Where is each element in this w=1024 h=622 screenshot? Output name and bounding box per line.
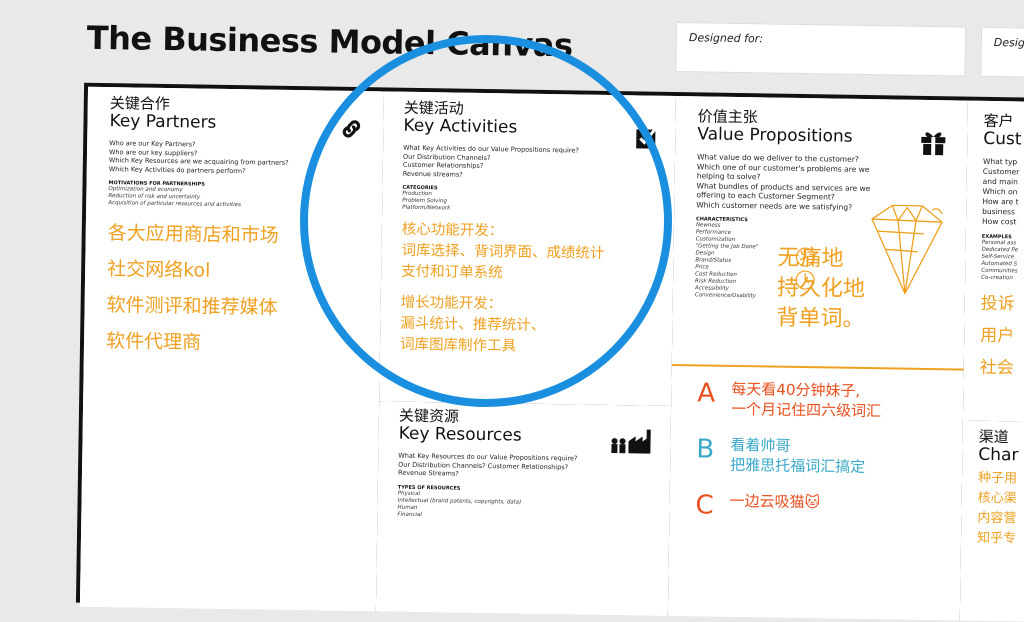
canvas-sheet: The Business Model Canvas Designed for: … xyxy=(75,18,1024,622)
question: How cost xyxy=(981,216,1017,227)
channels-en: Char xyxy=(978,444,1019,466)
handwritten-note: 软件测评和推荐媒体 xyxy=(106,294,278,319)
handwritten-note: 核心渠 xyxy=(977,490,1017,507)
audience-line: 把雅思托福词汇搞定 xyxy=(730,455,866,477)
handwritten-note: 持久化地 xyxy=(776,275,866,302)
value-propositions-en: Value Propositions xyxy=(697,124,853,147)
handwritten-note: 各大应用商店和市场 xyxy=(107,222,279,247)
handwritten-note: 内容营 xyxy=(977,510,1017,527)
key-resources-en: Key Resources xyxy=(398,423,522,446)
audience-line: 每天看40分钟妹子, xyxy=(731,379,861,400)
question: Which customer needs are we satisfying? xyxy=(696,199,853,212)
handwritten-note: 支付和订单系统 xyxy=(401,263,503,282)
handwritten-note: 背单词。 xyxy=(776,305,865,332)
question: and main xyxy=(982,176,1018,187)
audience-letter: A xyxy=(697,378,716,409)
handwritten-note: 无痛地 xyxy=(777,245,844,272)
value-propositions-questions: What value do we deliver to the customer… xyxy=(696,152,871,212)
handwritten-note: 词库图库制作工具 xyxy=(399,336,517,355)
designed-for-field[interactable]: Designed for: xyxy=(675,21,967,77)
checkbox-icon xyxy=(636,127,657,149)
customer-relationships-block: 客户 Cust What typ Customer and main Which… xyxy=(962,100,1024,425)
channels-notes: 种子用 核心渠 内容营 知乎专 xyxy=(977,469,1018,550)
gift-icon xyxy=(921,132,946,156)
handwritten-note: 投诉 xyxy=(980,293,1015,315)
designed-for-label: Designed for: xyxy=(688,31,764,46)
handwritten-note: 知乎专 xyxy=(976,530,1017,547)
audience-letter: B xyxy=(696,434,715,465)
question: Customer xyxy=(982,166,1020,177)
diamond-icon xyxy=(871,204,943,295)
key-resources-block: 关键资源 Key Resources What Key Resources do… xyxy=(375,401,674,616)
designed-by-field[interactable]: Desig xyxy=(980,26,1024,79)
channels-block: 渠道 Char 种子用 核心渠 内容营 知乎专 xyxy=(959,420,1024,622)
handwritten-note: 软件代理商 xyxy=(105,330,202,354)
key-activities-en: Key Activities xyxy=(403,115,518,138)
link-icon xyxy=(342,120,361,138)
sub-item: Acquisition of particular resources and … xyxy=(108,200,242,209)
audience-line: 看着帅哥 xyxy=(730,435,791,455)
value-propositions-notes: 无痛地 持久化地 背单词。 xyxy=(776,244,865,335)
audience-a: A 每天看40分钟妹子, 一个月记住四六级词汇 xyxy=(697,378,882,421)
handwritten-note: 种子用 xyxy=(977,470,1018,487)
audience-line: 一边云吸猫🐱 xyxy=(729,491,821,512)
clock-icons xyxy=(795,247,816,290)
audience-divider xyxy=(669,363,966,371)
audience-c: C 一边云吸猫🐱 xyxy=(695,490,879,523)
value-propositions-block: 价值主张 Value Propositions What value do we… xyxy=(667,95,970,621)
customer-relationships-cn: 客户 xyxy=(983,111,1014,131)
key-activities-notes: 核心功能开发： 词库选择、背词界面、成绩统计 支付和订单系统 增长功能开发： 漏… xyxy=(400,220,605,359)
audience-letter: C xyxy=(695,490,714,521)
handwritten-note: 社交网络kol xyxy=(107,258,211,282)
key-partners-notes: 各大应用商店和市场 社交网络kol 软件测评和推荐媒体 软件代理商 xyxy=(106,215,288,362)
key-activities-questions: What Key Activities do our Value Proposi… xyxy=(403,144,607,181)
key-activities-block: 关键活动 Key Activities What Key Activities … xyxy=(379,91,678,408)
audience-notes: A 每天看40分钟妹子, 一个月记住四六级词汇 B 看着帅哥 把雅思托福词汇搞定… xyxy=(695,378,881,523)
handwritten-note: 社会 xyxy=(979,357,1014,379)
question: How are t xyxy=(982,196,1019,207)
page-title: The Business Model Canvas xyxy=(86,18,573,65)
factory-icon xyxy=(611,429,651,454)
key-partners-questions: Who are our Key Partners? Who are our ke… xyxy=(109,139,289,176)
customer-relationships-en: Cust xyxy=(983,128,1022,150)
audience-line: 一个月记住四六级词汇 xyxy=(730,399,882,421)
key-resources-questions: What Key Resources do our Value Proposit… xyxy=(398,452,578,480)
audience-b: B 看着帅哥 把雅思托福词汇搞定 xyxy=(696,434,881,477)
question: Which on xyxy=(982,186,1018,197)
handwritten-note: 用户 xyxy=(980,325,1015,347)
key-partners-en: Key Partners xyxy=(109,111,217,133)
question: What typ xyxy=(982,156,1018,167)
key-partners-block: 关键合作 Key Partners Who are our Key Partne… xyxy=(79,86,387,612)
question: Revenue streams? xyxy=(402,169,463,179)
channels-cn: 渠道 xyxy=(978,427,1009,447)
designed-by-label: Desig xyxy=(993,35,1024,50)
sub-item: Co-creation xyxy=(981,274,1013,282)
sub-item: Financial xyxy=(397,511,422,518)
customer-relationships-notes: 投诉 用户 社会 xyxy=(980,288,1020,385)
canvas-grid: 关键合作 Key Partners Who are our Key Partne… xyxy=(75,82,1024,622)
question: business xyxy=(982,206,1015,217)
customer-relationships-questions: What typ Customer and main Which on How … xyxy=(982,157,1021,228)
